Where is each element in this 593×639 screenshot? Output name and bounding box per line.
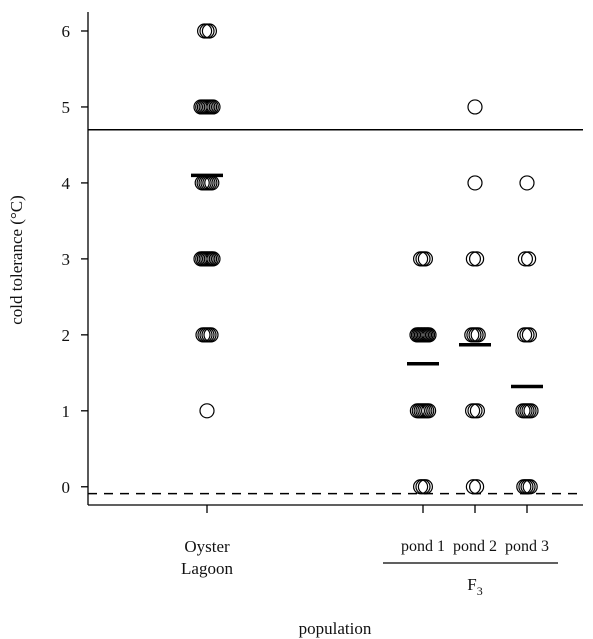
data-point — [205, 99, 221, 115]
y-tick-label: 5 — [62, 98, 71, 117]
data-point — [469, 251, 485, 267]
data-point — [467, 175, 483, 191]
data-point — [203, 327, 219, 343]
y-tick-label: 1 — [62, 402, 71, 421]
data-point — [417, 479, 433, 495]
data-point — [467, 99, 483, 115]
x-tick-label: Oyster Lagoon — [181, 537, 233, 578]
data-point — [469, 479, 485, 495]
data-point — [421, 403, 437, 419]
x-tick-label: pond 1 — [401, 538, 445, 555]
y-tick-label: 4 — [62, 174, 71, 193]
data-point — [465, 251, 481, 267]
data-point — [523, 403, 539, 419]
data-point — [522, 479, 538, 495]
data-point — [517, 251, 534, 267]
data-point — [421, 327, 437, 343]
data-point — [465, 479, 481, 495]
x-tick-label: pond 2 — [453, 538, 497, 555]
data-point — [470, 327, 486, 343]
y-tick-label: 0 — [62, 478, 71, 497]
y-tick-label: 2 — [62, 326, 71, 345]
data-point — [199, 403, 215, 419]
data-point — [205, 251, 221, 267]
y-tick-label: 6 — [62, 22, 71, 41]
data-point — [417, 251, 433, 267]
x-axis-label: population — [299, 619, 372, 638]
bracket-text: F — [467, 575, 476, 594]
x-tick-label: pond 3 — [505, 538, 549, 555]
data-point — [520, 251, 537, 267]
data-point — [521, 327, 538, 343]
group-bracket-label: F3 — [467, 575, 482, 598]
data-point — [201, 23, 217, 39]
y-tick-label: 3 — [62, 250, 71, 269]
y-axis-label: cold tolerance (°C) — [7, 195, 26, 325]
data-point — [469, 403, 485, 419]
bracket-subscript: 3 — [477, 584, 483, 598]
data-point — [519, 175, 535, 191]
